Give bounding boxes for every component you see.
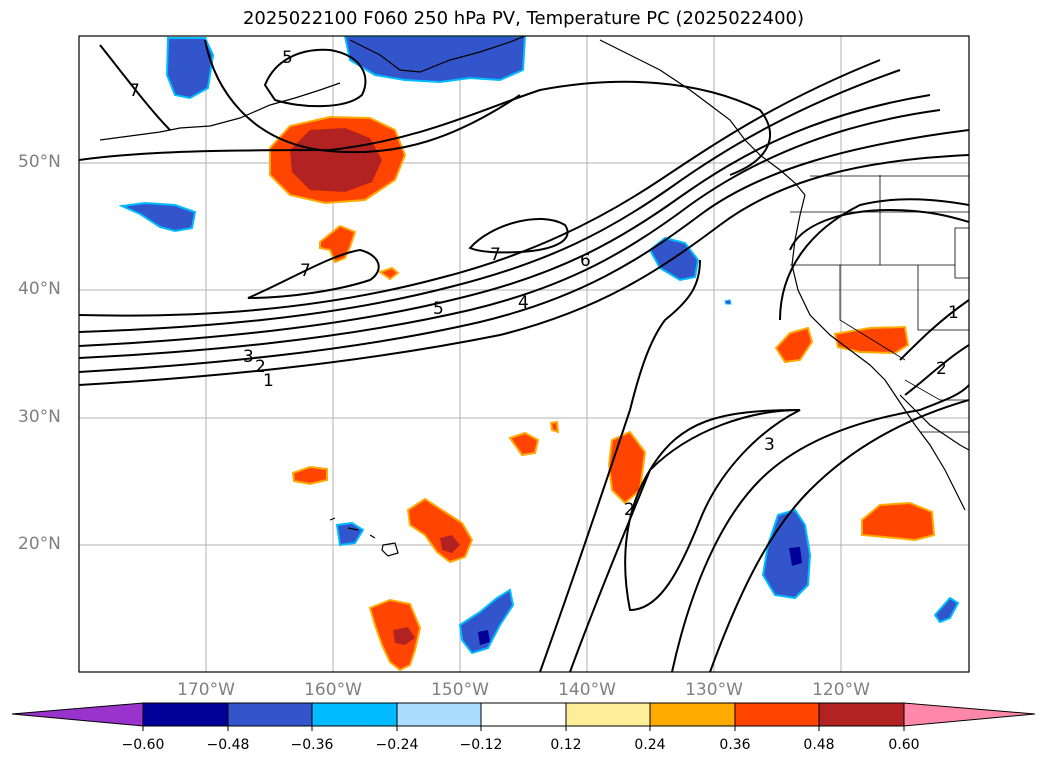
bc-coast bbox=[599, 39, 806, 196]
shade-cold-hawaii bbox=[335, 521, 365, 547]
shade-warm-mid-3 bbox=[607, 430, 647, 505]
shade-cold-alaska bbox=[343, 36, 527, 84]
contour-2 bbox=[79, 129, 969, 373]
contour-2-east bbox=[671, 384, 969, 672]
colorbar-tick-label: 0.36 bbox=[719, 737, 751, 753]
shade-cold-east-core bbox=[789, 547, 802, 566]
contour-label: 5 bbox=[433, 299, 444, 319]
contour-label: 2 bbox=[936, 359, 947, 379]
alaska-coast bbox=[349, 36, 526, 73]
contour-label: 7 bbox=[129, 81, 140, 101]
contour-label: 2 bbox=[255, 357, 266, 377]
shade-warm-mid-2 bbox=[549, 420, 560, 434]
shade-cold-nw bbox=[165, 37, 215, 100]
gridlines bbox=[79, 36, 969, 672]
contour-5-nw bbox=[263, 48, 367, 108]
contour-label: 6 bbox=[580, 251, 591, 271]
contour-1 bbox=[79, 154, 969, 386]
lat-label-30: 30°N bbox=[18, 407, 61, 427]
colorbar-extend-right bbox=[903, 702, 1036, 727]
colorbar-tick-label: −0.36 bbox=[290, 737, 334, 753]
contour-label: 7 bbox=[300, 261, 311, 281]
contour-3-loop bbox=[624, 409, 801, 612]
contour-1-se bbox=[899, 299, 969, 361]
shade-warm-south-core bbox=[393, 627, 415, 645]
contour-5-outer bbox=[204, 39, 521, 154]
contour-7-loop bbox=[247, 248, 380, 299]
lat-label-40: 40°N bbox=[18, 279, 61, 299]
lon-label-140w: 140°W bbox=[558, 680, 616, 700]
contour-1-ne bbox=[789, 208, 969, 251]
lon-label-120w: 120°W bbox=[812, 680, 870, 700]
contour-7-center bbox=[468, 217, 569, 254]
contour-7-north bbox=[79, 80, 771, 176]
colorbar-tick-label: −0.48 bbox=[206, 737, 250, 753]
shade-warm-mid-4 bbox=[291, 465, 328, 486]
aleutians bbox=[99, 82, 341, 141]
lat-label-20: 20°N bbox=[18, 534, 61, 554]
shade-warm-big-core bbox=[290, 128, 382, 192]
shade-warm-east bbox=[861, 501, 936, 542]
contour-1-east bbox=[709, 399, 969, 672]
map-title: 2025022100 F060 250 hPa PV, Temperature … bbox=[242, 8, 805, 29]
shade-warm-hawaii-core bbox=[440, 535, 460, 553]
shade-cold-south bbox=[458, 588, 515, 655]
shade-cold-east bbox=[761, 508, 812, 600]
contour-label: 3 bbox=[243, 347, 254, 367]
colorbar-tick-label: 0.24 bbox=[634, 737, 666, 753]
shade-warm-small-2 bbox=[377, 266, 400, 281]
contour-3 bbox=[79, 109, 941, 359]
shade-warm-ca-2 bbox=[833, 325, 910, 355]
colorbar-tick-label: 0.48 bbox=[803, 737, 835, 753]
contour-label: 2 bbox=[624, 500, 635, 520]
contour-2-se bbox=[904, 344, 969, 396]
baja bbox=[899, 394, 969, 451]
contour-7-nw bbox=[99, 44, 171, 131]
shade-warm-ca-1 bbox=[774, 326, 814, 364]
colorbar-tick-label: 0.60 bbox=[888, 737, 920, 753]
pv-contours bbox=[79, 39, 969, 672]
contour-label: 3 bbox=[764, 435, 775, 455]
colorbar-tick-label: −0.24 bbox=[375, 737, 419, 753]
shade-cold-tiny bbox=[724, 299, 732, 305]
colorbar-tick-label: 0.12 bbox=[550, 737, 582, 753]
coastlines bbox=[99, 36, 969, 557]
lon-label-160w: 160°W bbox=[304, 680, 362, 700]
colorbar bbox=[11, 702, 1036, 731]
plot-frame bbox=[78, 35, 970, 673]
shade-cold-west bbox=[118, 201, 197, 233]
temperature-shading bbox=[118, 36, 960, 672]
colorbar-tick-label: −0.12 bbox=[459, 737, 503, 753]
contour-label: 1 bbox=[948, 303, 959, 323]
contour-label: 5 bbox=[282, 48, 293, 68]
colorbar-tick-label: −0.60 bbox=[121, 737, 165, 753]
shade-warm-mid-1 bbox=[508, 431, 540, 457]
lon-label-130w: 130°W bbox=[685, 680, 743, 700]
contour-label: 1 bbox=[263, 371, 274, 391]
contour-4 bbox=[79, 94, 931, 347]
lon-label-170w: 170°W bbox=[177, 680, 235, 700]
lat-label-50: 50°N bbox=[18, 152, 61, 172]
shade-cold-south-core bbox=[478, 630, 490, 645]
hawaii-islands bbox=[329, 517, 399, 557]
contour-outer bbox=[79, 59, 881, 317]
shade-cold-far-east bbox=[933, 596, 960, 624]
us-west-coast bbox=[791, 194, 966, 511]
borders bbox=[790, 175, 969, 433]
contour-label: 4 bbox=[518, 293, 529, 313]
contour-label: 7 bbox=[490, 245, 501, 265]
contour-right-loop bbox=[779, 198, 969, 321]
contour-5 bbox=[79, 69, 901, 333]
contour-labels: 5 7 7 7 6 5 4 3 2 1 3 2 1 2 bbox=[129, 48, 959, 520]
colorbar-extend-left bbox=[11, 702, 144, 727]
shade-warm-hawaii bbox=[406, 497, 474, 564]
lon-label-150w: 150°W bbox=[431, 680, 489, 700]
contour-2-south bbox=[539, 259, 701, 672]
